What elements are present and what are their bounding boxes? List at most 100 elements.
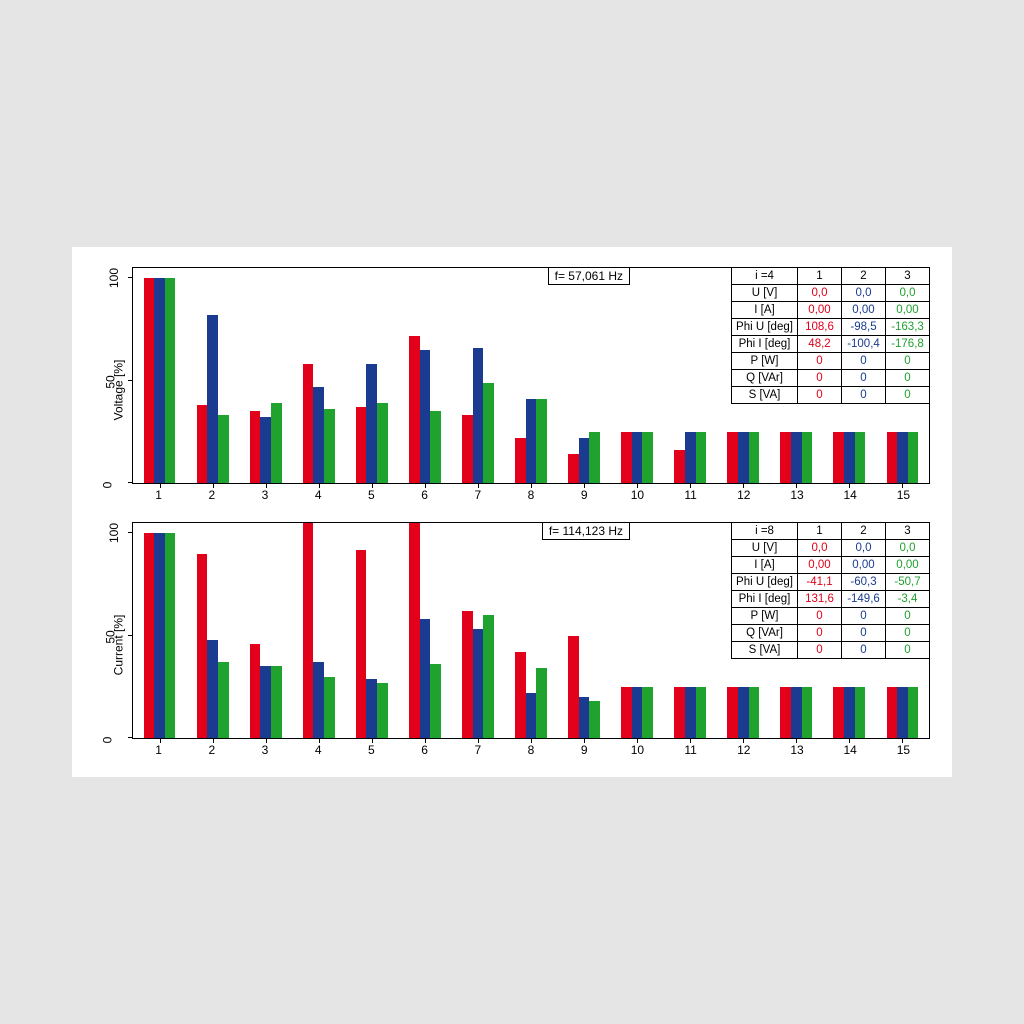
table-cell: 0,00	[886, 557, 930, 574]
bar	[324, 677, 335, 738]
bar	[409, 336, 420, 483]
bar	[579, 438, 590, 483]
bar	[366, 364, 377, 483]
bar	[366, 679, 377, 738]
bar	[632, 432, 643, 483]
bar	[780, 432, 791, 483]
table-header-cell: i =4	[732, 268, 798, 285]
bar	[303, 364, 314, 483]
bar	[696, 432, 707, 483]
voltage-data-table: i =4123U [V]0,00,00,0I [A]0,000,000,00Ph…	[731, 267, 930, 404]
bar	[685, 432, 696, 483]
bar	[271, 403, 282, 483]
x-tick-label: 15	[897, 743, 910, 757]
y-tick-label: 100	[107, 268, 121, 288]
table-row-label: Phi U [deg]	[732, 319, 798, 336]
table-header-cell: 1	[798, 523, 842, 540]
bar	[154, 278, 165, 483]
x-tick-label: 14	[844, 743, 857, 757]
x-tick-label: 5	[368, 488, 375, 502]
table-cell: 0,0	[842, 285, 886, 302]
x-tick-label: 13	[790, 488, 803, 502]
charts-panel: Voltage [%] 050100 f= 57,061 Hz i =4123U…	[72, 247, 952, 777]
bar	[313, 387, 324, 483]
bar	[250, 411, 261, 483]
bar	[260, 666, 271, 738]
bar	[356, 407, 367, 483]
x-tick-label: 11	[684, 743, 696, 757]
x-tick-label: 13	[790, 743, 803, 757]
bar	[887, 687, 898, 738]
table-cell: 0	[842, 608, 886, 625]
table-cell: 0,00	[842, 557, 886, 574]
bar	[589, 701, 600, 738]
table-row-label: P [W]	[732, 353, 798, 370]
bar	[154, 533, 165, 738]
bar	[536, 668, 547, 738]
x-tick-label: 11	[684, 488, 696, 502]
table-header-cell: i =8	[732, 523, 798, 540]
y-tick-label: 0	[100, 482, 114, 489]
bar	[749, 687, 760, 738]
table-row-label: Phi I [deg]	[732, 336, 798, 353]
table-cell: 0	[886, 642, 930, 659]
table-row-label: Phi U [deg]	[732, 574, 798, 591]
bar	[802, 687, 813, 738]
table-cell: 108,6	[798, 319, 842, 336]
table-cell: 0	[842, 387, 886, 404]
table-cell: -50,7	[886, 574, 930, 591]
table-cell: -98,5	[842, 319, 886, 336]
bar	[738, 432, 749, 483]
x-tick-label: 1	[155, 488, 162, 502]
bar	[855, 432, 866, 483]
bar	[420, 350, 431, 483]
plot-area: f= 114,123 Hz i =8123U [V]0,00,00,0I [A]…	[132, 522, 930, 739]
bar	[250, 644, 261, 738]
bar	[144, 278, 155, 483]
table-cell: 0	[798, 387, 842, 404]
table-header-cell: 2	[842, 268, 886, 285]
bar	[568, 454, 579, 483]
x-tick-label: 10	[631, 488, 644, 502]
bar	[727, 432, 738, 483]
table-cell: 0,0	[842, 540, 886, 557]
bar	[260, 417, 271, 483]
x-tick-label: 15	[897, 488, 910, 502]
plot-area: f= 57,061 Hz i =4123U [V]0,00,00,0I [A]0…	[132, 267, 930, 484]
x-tick-label: 8	[528, 488, 535, 502]
x-tick-label: 1	[155, 743, 162, 757]
bar	[802, 432, 813, 483]
x-tick-label: 14	[844, 488, 857, 502]
bar	[727, 687, 738, 738]
table-row-label: Q [VAr]	[732, 625, 798, 642]
x-tick-label: 2	[208, 743, 215, 757]
bar	[589, 432, 600, 483]
table-row-label: I [A]	[732, 302, 798, 319]
table-cell: -149,6	[842, 591, 886, 608]
bar	[462, 611, 473, 738]
x-tick-label: 10	[631, 743, 644, 757]
bar	[908, 432, 919, 483]
bar	[749, 432, 760, 483]
bar	[791, 432, 802, 483]
bar	[568, 636, 579, 738]
table-row-label: Phi I [deg]	[732, 591, 798, 608]
table-cell: 0	[842, 370, 886, 387]
table-cell: 0	[798, 608, 842, 625]
x-tick-label: 7	[474, 743, 481, 757]
bar	[515, 438, 526, 483]
table-cell: 131,6	[798, 591, 842, 608]
bar	[780, 687, 791, 738]
bar	[165, 533, 176, 738]
table-cell: 0	[886, 608, 930, 625]
table-cell: 0,00	[842, 302, 886, 319]
current-chart: Current [%] 050100 f= 114,123 Hz i =8123…	[90, 522, 934, 767]
bar	[165, 278, 176, 483]
bar	[303, 523, 314, 738]
x-tick-label: 4	[315, 743, 322, 757]
table-row-label: S [VA]	[732, 642, 798, 659]
table-cell: 0	[798, 642, 842, 659]
table-cell: 0,0	[798, 285, 842, 302]
table-row-label: I [A]	[732, 557, 798, 574]
table-cell: 0,00	[798, 557, 842, 574]
